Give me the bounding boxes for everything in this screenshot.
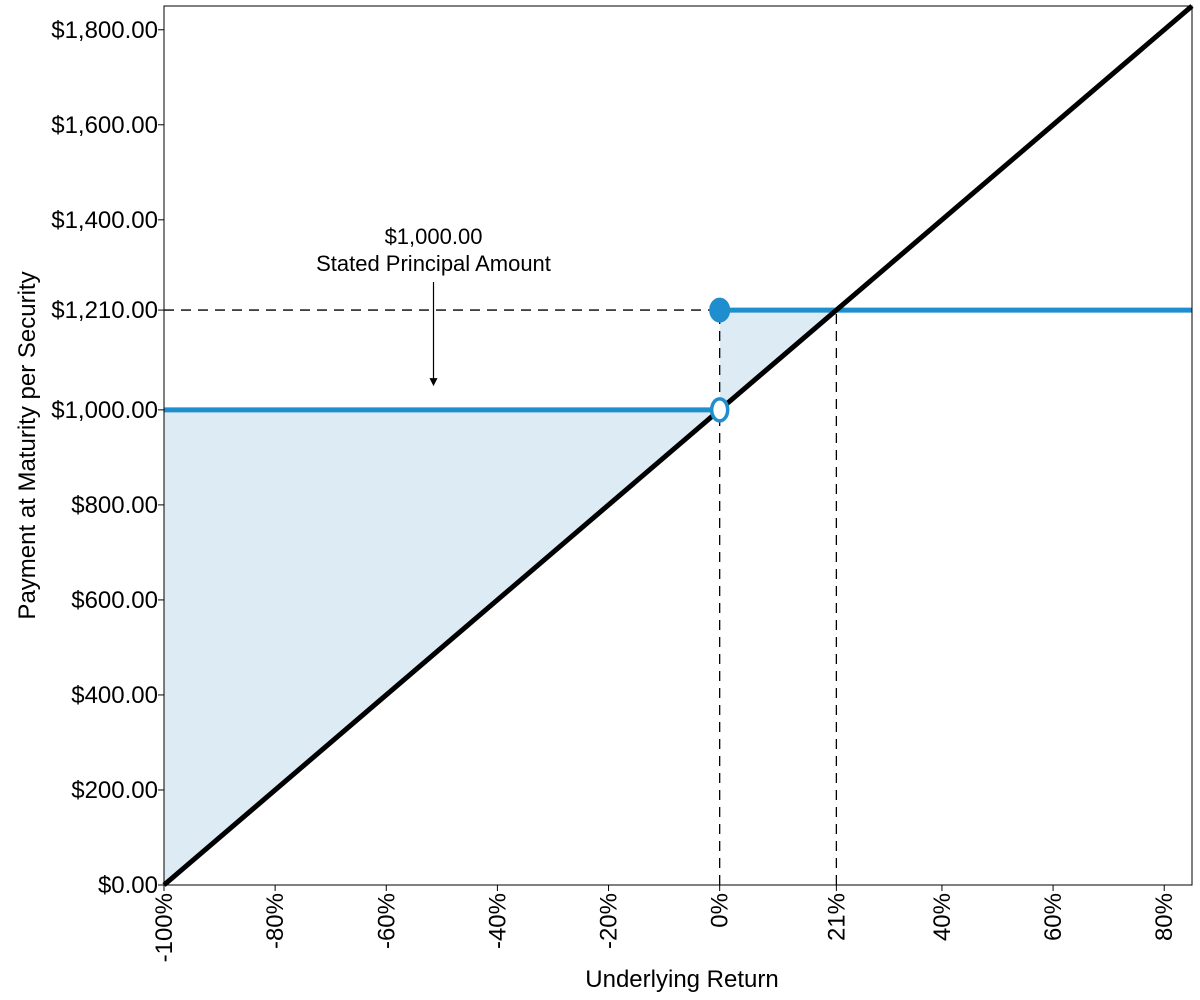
y-tick-label: $200.00: [71, 777, 158, 804]
axes: $0.00 $200.00 $400.00 $600.00 $800.00 $1,000.…: [51, 17, 1178, 963]
y-tick-label: $1,800.00: [51, 17, 158, 44]
x-tick-label: 60%: [1040, 893, 1067, 941]
y-tick-label: $400.00: [71, 682, 158, 709]
x-tick-label: -20%: [596, 893, 623, 949]
series-layer: [162, 4, 1194, 887]
y-tick-label: $800.00: [71, 492, 158, 519]
y-tick-label: $1,000.00: [51, 397, 158, 424]
x-tick-label: -100%: [151, 893, 178, 962]
x-tick-label: 0%: [707, 893, 734, 928]
axis-labels: Underlying Return Payment at Maturity pe…: [14, 271, 779, 993]
x-tick-label: 21%: [823, 893, 850, 941]
y-tick-label: $600.00: [71, 587, 158, 614]
underlying-line: [162, 4, 1194, 887]
x-tick-label: -40%: [484, 893, 511, 949]
y-tick-label: $1,400.00: [51, 207, 158, 234]
payoff-marker-open: [709, 397, 730, 423]
annotation: $1,000.00 Stated Principal Amount: [316, 224, 551, 387]
x-tick-label: -80%: [262, 893, 289, 949]
plot-frame: [163, 5, 1193, 886]
y-axis-label: Payment at Maturity per Security: [14, 271, 41, 619]
y-tick-label: $0.00: [98, 872, 158, 899]
x-axis-label: Underlying Return: [585, 966, 778, 993]
annotation-amount: $1,000.00: [385, 224, 483, 249]
x-tick-label: -60%: [373, 893, 400, 949]
y-tick-label: $1,210.00: [51, 297, 158, 324]
annotation-text: Stated Principal Amount: [316, 251, 551, 276]
x-tick-label: 80%: [1151, 893, 1178, 941]
payoff-marker-filled: [709, 297, 731, 323]
x-tick-label: 40%: [929, 893, 956, 941]
y-tick-label: $1,600.00: [51, 112, 158, 139]
